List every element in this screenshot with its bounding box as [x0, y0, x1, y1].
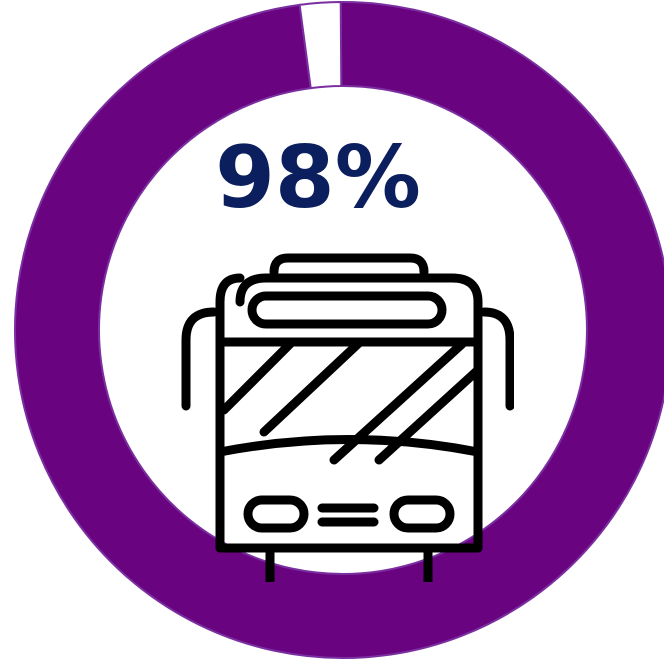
donut-value-arc — [14, 1, 664, 659]
bus-mirror-left — [181, 307, 219, 411]
bus-body — [215, 273, 483, 553]
bus-icon — [174, 252, 515, 587]
bus-windshield — [215, 337, 483, 457]
donut-remaining-arc — [298, 1, 343, 90]
bus-headlight-left — [243, 495, 309, 533]
bus-glare-1 — [219, 337, 297, 415]
bus-glare-2 — [259, 337, 365, 437]
bus-roof — [269, 253, 429, 277]
percent-label: 98% — [215, 128, 421, 228]
bus-headlight-right — [389, 495, 455, 533]
bus-glare-3 — [329, 339, 467, 465]
bus-sign — [247, 291, 447, 329]
bus-mirror-right — [479, 307, 515, 411]
bus-glare-4 — [374, 365, 483, 465]
